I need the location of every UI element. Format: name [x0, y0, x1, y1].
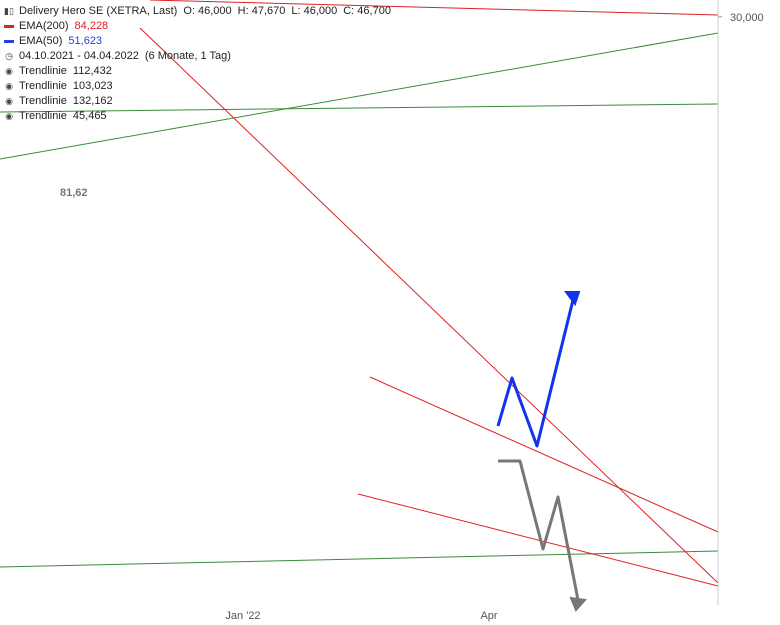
y-tick-label: 30,000: [730, 12, 764, 24]
ohlc-low: L: 46,000: [291, 5, 338, 17]
ohlc-close: C: 46,700: [343, 5, 391, 17]
channel-upper-red: [369, 376, 719, 533]
trendline-flat-green: [0, 103, 719, 113]
trendline-icon: ◉: [5, 66, 13, 76]
trend-2-name: Trendlinie: [19, 80, 67, 92]
trendline-icon: ◉: [5, 96, 13, 106]
trend-3-value: 132,162: [72, 95, 113, 107]
bullish-scenario-arrow: [496, 299, 575, 448]
legend-trend-1: ◉ Trendlinie 112,432: [4, 64, 391, 79]
legend-trend-2: ◉ Trendlinie 103,023: [4, 79, 391, 94]
clock-icon: ◷: [5, 51, 13, 61]
ema50-swatch: [4, 40, 14, 43]
trendline-icon: ◉: [5, 111, 13, 121]
trendline-top-red: [149, 0, 719, 16]
ohlc-high: H: 47,670: [237, 5, 286, 17]
legend-trend-4: ◉ Trendlinie 45,465: [4, 109, 391, 124]
legend-title-row: ▮▯ Delivery Hero SE (XETRA, Last) O: 46,…: [4, 4, 391, 19]
bullish-arrowhead: [564, 291, 581, 307]
legend-trend-3: ◉ Trendlinie 132,162: [4, 94, 391, 109]
trendline-bottom-green: [0, 550, 719, 568]
x-axis-label-jan: Jan '22: [225, 610, 260, 622]
ohlc-open: O: 46,000: [183, 5, 232, 17]
chart-title: Delivery Hero SE (XETRA, Last): [19, 5, 178, 17]
legend-ema50: EMA(50) 51,623: [4, 34, 391, 49]
trend-4-value: 45,465: [72, 110, 107, 122]
trend-2-value: 103,023: [72, 80, 113, 92]
ema200-value: 84,228: [74, 20, 109, 32]
trendline-downtrend-red: [139, 27, 719, 584]
x-axis-label-apr: Apr: [480, 610, 497, 622]
trend-1-value: 112,432: [72, 65, 112, 77]
period-detail: (6 Monate, 1 Tag): [144, 50, 231, 62]
channel-lower-red: [357, 493, 719, 587]
trendline-long-green: [0, 32, 719, 160]
trendline-icon: ◉: [5, 81, 13, 91]
trend-1-name: Trendlinie: [19, 65, 67, 77]
bearish-arrowhead: [569, 596, 587, 612]
period-range: 04.10.2021 - 04.04.2022: [19, 50, 139, 62]
ema200-swatch: [4, 25, 14, 28]
ema200-name: EMA(200): [19, 20, 69, 32]
candlestick-icon: ▮▯: [4, 6, 14, 16]
legend-period: ◷ 04.10.2021 - 04.04.2022 (6 Monate, 1 T…: [4, 49, 391, 64]
level-left-label: 81,62: [60, 187, 88, 199]
trend-3-name: Trendlinie: [19, 95, 67, 107]
ema50-name: EMA(50): [19, 35, 63, 47]
trend-4-name: Trendlinie: [19, 110, 67, 122]
chart-legend: ▮▯ Delivery Hero SE (XETRA, Last) O: 46,…: [4, 4, 391, 124]
bearish-scenario-arrow: [498, 459, 580, 601]
ema50-value: 51,623: [68, 35, 103, 47]
legend-ema200: EMA(200) 84,228: [4, 19, 391, 34]
